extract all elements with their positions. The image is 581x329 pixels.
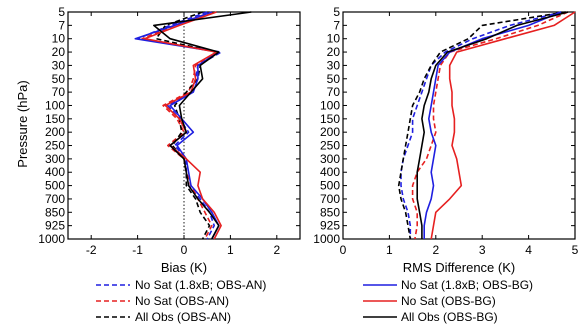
right-ytick-label: 300 bbox=[320, 152, 340, 166]
left-ytick-label: 400 bbox=[45, 165, 65, 179]
left-series-line-6 bbox=[153, 11, 252, 240]
legend-label: All Obs (OBS-AN) bbox=[135, 310, 231, 324]
left-xtick-label: -2 bbox=[86, 243, 97, 257]
right-plot-frame bbox=[342, 11, 576, 240]
right-ytick-label: 20 bbox=[327, 45, 341, 59]
left-ytick-label: 200 bbox=[45, 125, 65, 139]
left-ytick-label: 1000 bbox=[38, 232, 65, 246]
right-ytick-label: 500 bbox=[320, 179, 340, 193]
right-series-line-2 bbox=[411, 11, 569, 240]
right-series-line-5 bbox=[430, 11, 576, 240]
left-ytick-label: 10 bbox=[52, 32, 66, 46]
right-ytick-label: 400 bbox=[320, 165, 340, 179]
right-panel: 5710203050701001502002503004005007008509… bbox=[313, 5, 578, 275]
right-series-line-1 bbox=[400, 11, 562, 239]
left-yticks: 5710203050701001502002503004005007008509… bbox=[38, 5, 300, 246]
right-ytick-label: 250 bbox=[320, 139, 340, 153]
right-ytick-label: 10 bbox=[327, 32, 341, 46]
right-series-line-4 bbox=[423, 11, 562, 239]
legend-label: All Obs (OBS-BG) bbox=[401, 310, 498, 324]
right-xtick-label: 1 bbox=[386, 243, 393, 257]
left-ytick-label: 20 bbox=[52, 45, 66, 59]
right-ytick-label: 7 bbox=[333, 18, 340, 32]
left-series-line-5 bbox=[143, 11, 222, 240]
right-xtick-label: 2 bbox=[432, 243, 439, 257]
left-xtick-label: 0 bbox=[181, 243, 188, 257]
left-xtick-label: -1 bbox=[132, 243, 143, 257]
right-yticks: 5710203050701001502002503004005007008509… bbox=[313, 5, 575, 246]
left-ytick-label: 850 bbox=[45, 205, 65, 219]
left-ytick-label: 700 bbox=[45, 192, 65, 206]
right-ytick-label: 150 bbox=[320, 112, 340, 126]
left-ytick-label: 50 bbox=[52, 72, 66, 86]
left-ytick-label: 100 bbox=[45, 98, 65, 112]
left-series-line-4 bbox=[134, 11, 220, 240]
right-ytick-label: 700 bbox=[320, 192, 340, 206]
left-ytick-label: 150 bbox=[45, 112, 65, 126]
left-ytick-label: 5 bbox=[58, 5, 65, 19]
right-xticks: 0 1 2 3 4 5 bbox=[340, 12, 579, 257]
right-ytick-label: 850 bbox=[320, 205, 340, 219]
left-ytick-label: 250 bbox=[45, 139, 65, 153]
legend-label: No Sat (OBS-AN) bbox=[135, 294, 229, 308]
right-ytick-label: 100 bbox=[320, 98, 340, 112]
right-ytick-label: 1000 bbox=[313, 232, 340, 246]
right-ytick-label: 5 bbox=[333, 5, 340, 19]
right-x-axis-label: RMS Difference (K) bbox=[403, 260, 515, 275]
left-ytick-label: 500 bbox=[45, 179, 65, 193]
right-ytick-label: 50 bbox=[327, 72, 341, 86]
right-xtick-label: 4 bbox=[525, 243, 532, 257]
left-ytick-label: 30 bbox=[52, 58, 66, 72]
left-ytick-label: 70 bbox=[52, 85, 66, 99]
right-ytick-label: 70 bbox=[327, 85, 341, 99]
left-ytick-label: 7 bbox=[58, 18, 65, 32]
right-xtick-label: 3 bbox=[479, 243, 486, 257]
right-ytick-label: 925 bbox=[320, 219, 340, 233]
legend: No Sat (1.8xB; OBS-AN) No Sat (OBS-AN) All… bbox=[96, 278, 533, 324]
right-series-line-3 bbox=[397, 11, 566, 240]
right-series bbox=[397, 11, 576, 240]
right-xtick-label: 5 bbox=[572, 243, 579, 257]
right-series-line-6 bbox=[416, 11, 569, 239]
left-xtick-label: 2 bbox=[273, 243, 280, 257]
left-panel: 5710203050701001502002503004005007008509… bbox=[38, 5, 301, 275]
legend-label: No Sat (1.8xB; OBS-BG) bbox=[401, 278, 533, 292]
left-series bbox=[134, 11, 252, 240]
right-xtick-label: 0 bbox=[340, 243, 347, 257]
y-axis-label: Pressure (hPa) bbox=[15, 80, 30, 167]
left-ytick-label: 925 bbox=[45, 219, 65, 233]
right-ytick-label: 30 bbox=[327, 58, 341, 72]
legend-label: No Sat (OBS-BG) bbox=[401, 294, 496, 308]
left-xticks: -2 -1 0 1 2 bbox=[86, 12, 280, 257]
left-xtick-label: 1 bbox=[227, 243, 234, 257]
right-ytick-label: 200 bbox=[320, 125, 340, 139]
left-ytick-label: 300 bbox=[45, 152, 65, 166]
left-x-axis-label: Bias (K) bbox=[161, 260, 207, 275]
legend-label: No Sat (1.8xB; OBS-AN) bbox=[135, 278, 266, 292]
